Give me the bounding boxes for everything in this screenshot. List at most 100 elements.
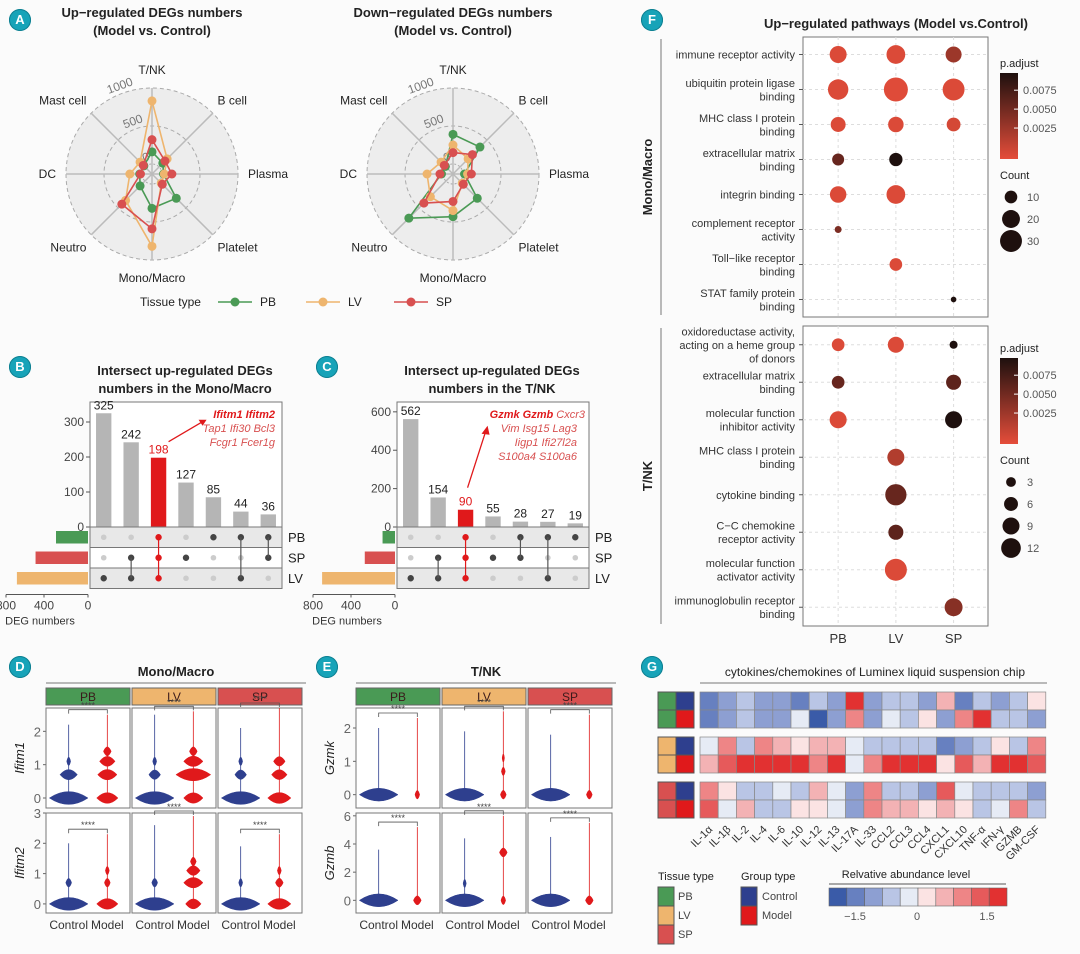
radar-axis-label: Mast cell [39, 93, 86, 107]
heatmap-cell [845, 799, 865, 819]
heatmap-cell [936, 736, 956, 756]
radar-point-SP [448, 148, 458, 158]
y-tick-label: 1 [34, 758, 41, 773]
violin-control [220, 878, 261, 911]
violin-control [48, 756, 89, 805]
radar-axis-label: T/NK [138, 63, 165, 77]
set-axis-title: DEG numbers [5, 616, 75, 628]
heatmap-cell [808, 709, 828, 729]
heatmap-cell [808, 799, 828, 819]
radar-axis-label: B cell [218, 93, 247, 107]
panel-badge-c: C [316, 356, 338, 378]
bar-value-label: 44 [234, 497, 248, 511]
set-size-bar [35, 551, 88, 564]
column-label: IL-4 [748, 824, 770, 846]
radar-point-SP [167, 169, 177, 179]
pathway-dot [829, 186, 847, 203]
heatmap-cell [845, 691, 865, 711]
significance-bracket [550, 709, 590, 714]
heatmap-cell [918, 799, 937, 819]
y-tick-label: 0 [77, 520, 84, 534]
y-tick-label: 100 [64, 485, 84, 499]
heatmap-cell [990, 799, 1010, 819]
count-legend-label: 3 [1027, 477, 1033, 489]
heatmap-cell [918, 754, 937, 774]
x-tick-label: Model [401, 918, 434, 932]
membership-dot [407, 534, 414, 541]
pathway-dot [834, 226, 842, 233]
annotation-arrow [168, 421, 203, 443]
radar-axis-label: Mono/Macro [420, 271, 487, 285]
chart-title: cytokines/chemokines of Luminex liquid s… [725, 665, 1025, 679]
radar-point-LV [159, 169, 169, 179]
pathway-term-label: binding [760, 161, 795, 173]
radar-axis-label: T/NK [439, 63, 466, 77]
heatmap-cell [827, 799, 846, 819]
x-tick-label: PB [829, 631, 846, 646]
y-tick-label: 3 [34, 806, 41, 821]
set-label: SP [288, 551, 305, 566]
intersection-bar [403, 419, 419, 527]
row-annotation-group [675, 736, 695, 756]
row-annotation-tissue [657, 709, 677, 729]
heatmap-cell [808, 736, 828, 756]
row-annotation-tissue [657, 691, 677, 711]
radar-point-LV [448, 140, 458, 150]
colorscale-tick-label: 1.5 [979, 911, 994, 923]
heatmap-cell [1009, 691, 1028, 711]
radar-point-SP [147, 135, 157, 145]
heatmap-cell [863, 691, 883, 711]
pathway-term-label: binding [760, 91, 795, 103]
pathway-dot [885, 484, 907, 506]
heatmap-cell [845, 754, 865, 774]
legend-title-padjust: p.adjust [1000, 58, 1039, 70]
intersection-bar [512, 521, 529, 527]
radar-point-LV [125, 169, 135, 179]
colorscale-swatch [864, 887, 883, 907]
facet-label: Mono/Macro [640, 139, 655, 216]
significance-bracket [68, 709, 108, 714]
heatmap-cell [790, 754, 810, 774]
legend-label-control: Control [762, 891, 797, 903]
heatmap-cell [1027, 754, 1047, 774]
heatmap-cell [954, 799, 974, 819]
heatmap-cell [899, 754, 919, 774]
pathway-term-label: binding [760, 301, 795, 313]
violin-model [267, 866, 292, 910]
pathway-dot [944, 598, 963, 617]
chart-title: Down−regulated DEGs numbers [353, 5, 552, 20]
violin-model [413, 895, 422, 906]
padjust-colorbar [1000, 358, 1018, 444]
radar-point-PB [147, 203, 157, 213]
pathway-term-label: oxidoreductase activity, [681, 326, 795, 338]
pathway-term-label: activity [761, 231, 795, 243]
heatmap-cell [736, 691, 755, 711]
heatmap-cell [972, 691, 992, 711]
membership-dot [572, 554, 579, 561]
colorscale-swatch [935, 887, 954, 907]
heatmap-cell [881, 754, 901, 774]
radar-point-LV [448, 206, 458, 216]
pathway-dot [942, 78, 965, 101]
set-axis-tick-label: 400 [34, 599, 54, 613]
intersection-bar [485, 516, 501, 527]
heatmap-cell [972, 754, 992, 774]
legend-title-group: Group type [741, 871, 795, 883]
violin-facet-frame [217, 707, 303, 809]
set-size-bar [382, 531, 395, 544]
heatmap-cell [936, 799, 956, 819]
heatmap-cell [845, 781, 865, 801]
violin-tnk: T/NK PB LV SP Gzmk 0 1 2 **** **** **** Gzmb 0 2 4 6 ***… [322, 664, 616, 932]
set-axis-tick-label: 0 [392, 599, 399, 613]
legend-swatch-LV [657, 905, 675, 926]
heatmap-cell [808, 781, 828, 801]
heatmap-cell [1027, 799, 1047, 819]
significance-bracket [68, 828, 108, 834]
legend-label-LV: LV [678, 910, 691, 922]
violin-control [530, 893, 571, 907]
heatmap-cell [790, 709, 810, 729]
radar-up-regulated: Up−regulated DEGs numbers (Model vs. Cont… [39, 5, 289, 285]
violin-model [500, 753, 507, 800]
legend-label-PB: PB [260, 295, 276, 309]
